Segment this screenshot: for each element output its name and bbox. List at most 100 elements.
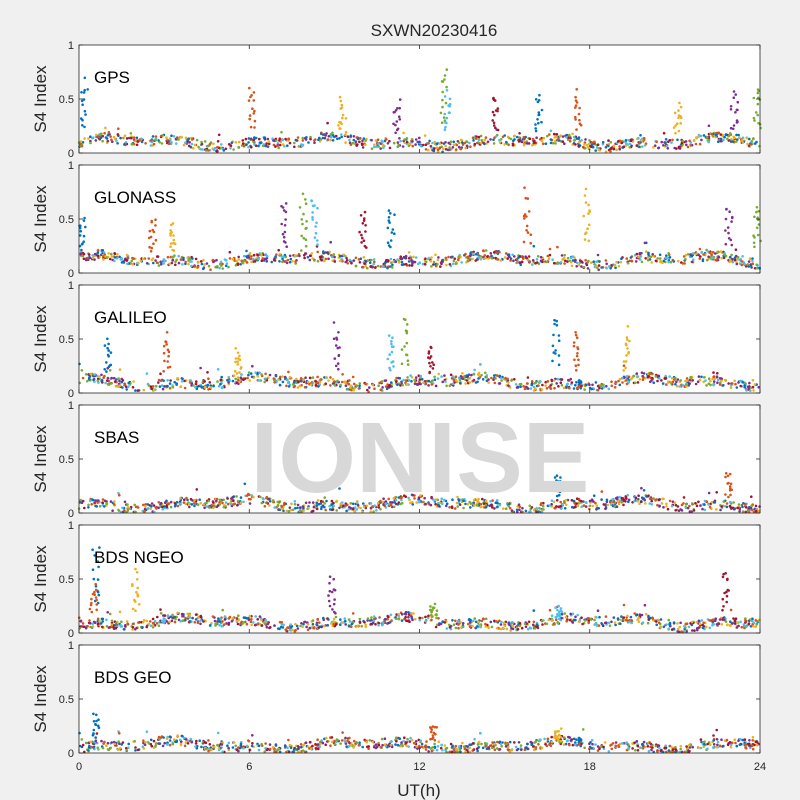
data-point: [561, 258, 564, 261]
data-point: [699, 504, 702, 507]
data-point: [325, 132, 328, 135]
data-point: [741, 505, 744, 509]
data-point: [383, 261, 387, 265]
data-point: [304, 501, 308, 505]
data-point: [212, 142, 215, 146]
data-point: [390, 381, 393, 384]
data-point: [736, 255, 740, 259]
data-point: [250, 255, 253, 258]
data-point: [119, 136, 122, 140]
data-point: [316, 259, 320, 263]
data-point: [171, 613, 174, 617]
data-point: [174, 260, 177, 264]
data-point: [615, 148, 618, 152]
data-point: [494, 377, 497, 380]
data-point: [739, 257, 742, 261]
data-point: [727, 134, 731, 138]
spike-point: [576, 352, 579, 355]
spike-point: [626, 347, 629, 350]
spike-point: [340, 103, 344, 107]
spike-point: [250, 94, 253, 97]
data-point: [491, 499, 494, 502]
data-point: [203, 380, 206, 383]
data-point: [251, 364, 254, 368]
spike-point: [587, 212, 590, 215]
data-point: [93, 258, 96, 261]
data-point: [218, 623, 221, 627]
data-point: [680, 141, 684, 145]
data-point: [696, 380, 700, 384]
data-point: [621, 381, 624, 384]
data-point: [428, 139, 431, 143]
data-point: [264, 253, 268, 256]
data-point: [676, 378, 680, 381]
data-point: [216, 380, 219, 383]
data-point: [629, 139, 633, 142]
data-point: [336, 137, 339, 141]
data-point: [278, 139, 281, 142]
data-point: [645, 250, 648, 253]
data-point: [531, 259, 535, 262]
data-point: [161, 508, 164, 511]
spike-point: [429, 365, 432, 368]
data-point: [581, 489, 585, 492]
data-point: [607, 387, 611, 391]
data-point: [304, 376, 307, 380]
y-tick-label: 0.5: [59, 454, 74, 466]
spike-point: [551, 359, 554, 363]
data-point: [490, 257, 494, 260]
data-point: [556, 621, 559, 624]
data-point: [224, 501, 228, 504]
data-point: [517, 256, 520, 259]
data-point: [605, 384, 608, 388]
data-point: [287, 137, 291, 141]
data-point: [208, 506, 211, 509]
data-point: [717, 131, 721, 135]
data-point: [505, 140, 508, 144]
data-point: [448, 506, 451, 509]
data-point: [224, 264, 228, 268]
data-point: [758, 145, 761, 148]
spike-point: [358, 230, 361, 234]
data-point: [268, 626, 271, 630]
spike-point: [397, 115, 401, 118]
data-point: [330, 255, 334, 259]
spike-point: [81, 242, 84, 245]
data-point: [591, 145, 595, 149]
data-point: [194, 385, 197, 389]
data-point: [263, 380, 267, 384]
spike-point: [236, 351, 240, 355]
data-point: [324, 382, 328, 386]
spike-point: [427, 350, 431, 353]
data-point: [667, 252, 670, 255]
data-point: [703, 508, 707, 512]
data-point: [96, 379, 100, 383]
data-point: [688, 139, 691, 143]
data-point: [136, 261, 139, 265]
data-point: [197, 260, 200, 264]
spike-point: [679, 105, 683, 109]
data-point: [736, 506, 739, 510]
data-point: [152, 142, 156, 146]
data-point: [299, 377, 303, 380]
data-point: [503, 624, 507, 628]
data-point: [286, 144, 289, 147]
spike-point: [150, 219, 153, 223]
data-point: [245, 617, 248, 620]
data-point: [537, 384, 540, 387]
data-point: [186, 138, 190, 141]
data-point: [587, 146, 590, 149]
data-point: [484, 256, 488, 260]
data-point: [278, 383, 282, 387]
y-tick-label: 0: [68, 148, 74, 160]
data-point: [596, 266, 599, 270]
data-point: [409, 374, 412, 377]
data-point: [600, 383, 604, 387]
data-point: [607, 139, 610, 142]
data-point: [339, 254, 342, 258]
data-point: [552, 132, 556, 136]
data-point: [686, 253, 690, 256]
data-point: [358, 140, 361, 144]
spike-point: [363, 217, 366, 220]
